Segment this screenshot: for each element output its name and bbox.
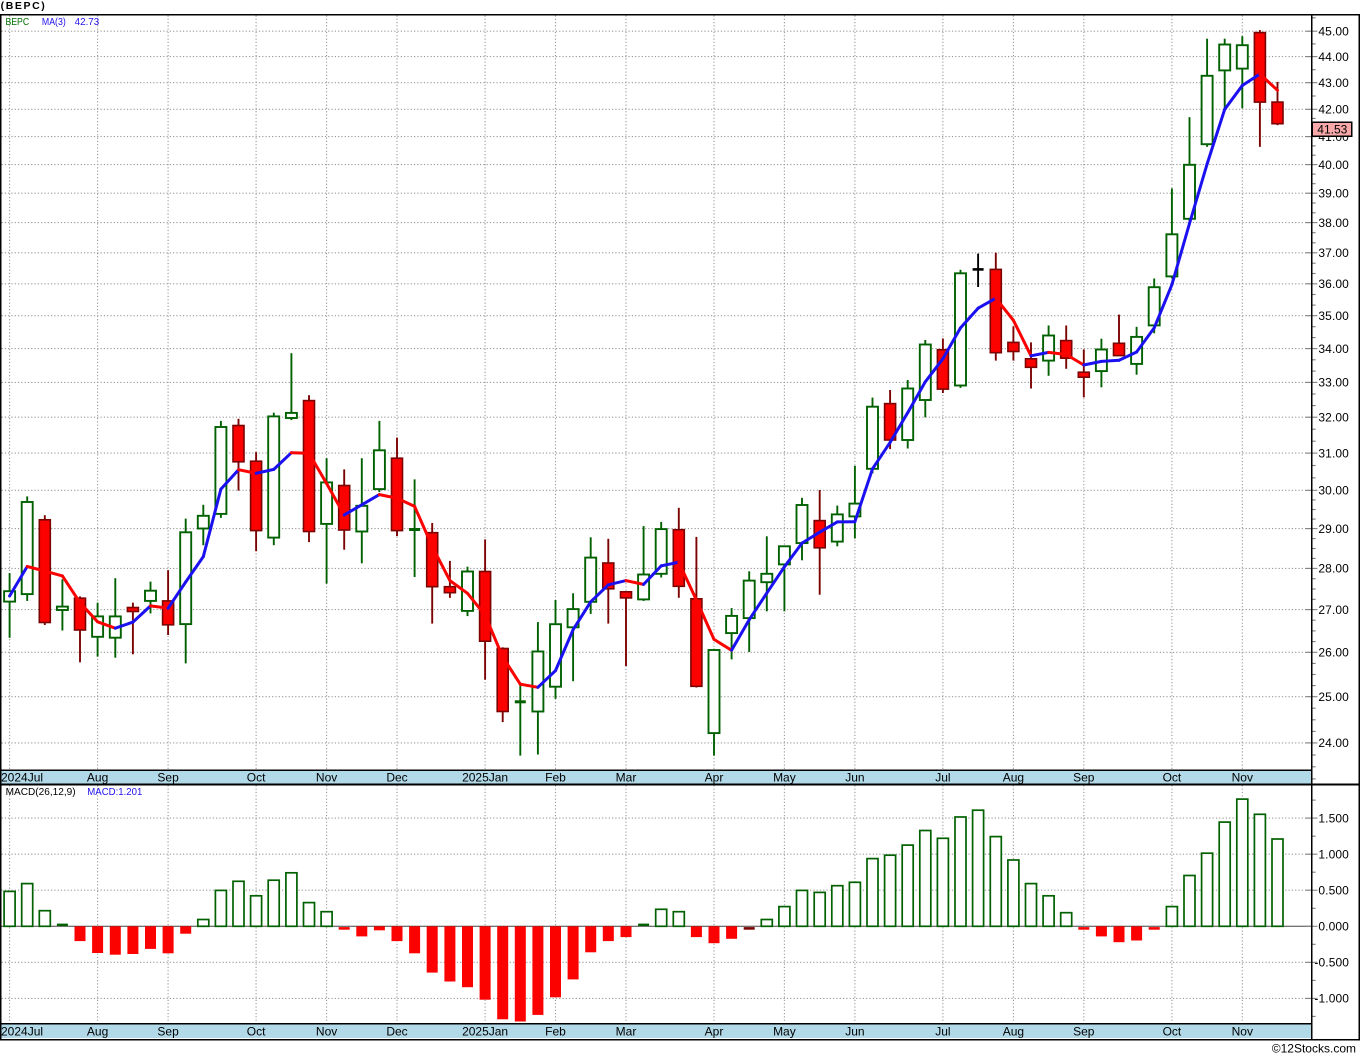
svg-text:33.00: 33.00 (1318, 376, 1349, 390)
svg-text:1.000: 1.000 (1318, 847, 1349, 861)
svg-text:0.500: 0.500 (1318, 884, 1349, 898)
svg-text:Aug: Aug (1003, 770, 1024, 784)
svg-text:BEPC: BEPC (6, 16, 30, 28)
svg-text:MA(3): MA(3) (42, 16, 66, 28)
svg-text:MACD:1.201: MACD:1.201 (87, 786, 142, 798)
svg-text:Jul: Jul (935, 770, 950, 784)
svg-text:Apr: Apr (705, 770, 724, 784)
svg-text:Mar: Mar (616, 770, 637, 784)
svg-text:24.00: 24.00 (1318, 736, 1349, 750)
svg-text:Dec: Dec (386, 1024, 407, 1038)
svg-text:35.00: 35.00 (1318, 309, 1349, 323)
svg-text:Aug: Aug (1003, 1024, 1024, 1038)
svg-text:Aug: Aug (87, 770, 108, 784)
svg-text:-1.000: -1.000 (1314, 992, 1349, 1006)
svg-text:Sep: Sep (1073, 770, 1095, 784)
svg-text:2024Jul: 2024Jul (1, 1024, 43, 1038)
svg-text:MACD(26,12,9): MACD(26,12,9) (6, 786, 76, 798)
svg-text:(BEPC): (BEPC) (1, 0, 47, 12)
svg-text:Jul: Jul (935, 1024, 950, 1038)
svg-text:37.00: 37.00 (1318, 246, 1349, 260)
svg-text:Nov: Nov (1232, 770, 1253, 784)
svg-text:2024Jul: 2024Jul (1, 770, 43, 784)
svg-text:Oct: Oct (1163, 770, 1182, 784)
svg-text:34.00: 34.00 (1318, 342, 1349, 356)
svg-text:May: May (773, 770, 796, 784)
svg-text:1.500: 1.500 (1318, 811, 1349, 825)
svg-text:Nov: Nov (1232, 1024, 1253, 1038)
svg-text:Jun: Jun (845, 770, 864, 784)
svg-text:32.00: 32.00 (1318, 410, 1349, 424)
svg-text:Jun: Jun (845, 1024, 864, 1038)
svg-text:2025Jan: 2025Jan (462, 1024, 508, 1038)
svg-text:28.00: 28.00 (1318, 562, 1349, 576)
svg-text:42.73: 42.73 (75, 16, 100, 28)
svg-text:Feb: Feb (545, 1024, 566, 1038)
svg-text:Sep: Sep (1073, 1024, 1095, 1038)
svg-text:45.00: 45.00 (1318, 24, 1349, 38)
svg-text:42.00: 42.00 (1318, 103, 1349, 117)
svg-text:Sep: Sep (157, 1024, 179, 1038)
svg-text:25.00: 25.00 (1318, 690, 1349, 704)
svg-text:38.00: 38.00 (1318, 216, 1349, 230)
svg-text:43.00: 43.00 (1318, 76, 1349, 90)
svg-text:26.00: 26.00 (1318, 646, 1349, 660)
svg-text:0.000: 0.000 (1318, 920, 1349, 934)
svg-text:Apr: Apr (705, 1024, 724, 1038)
svg-text:Nov: Nov (316, 1024, 337, 1038)
svg-text:Oct: Oct (247, 770, 266, 784)
svg-text:May: May (773, 1024, 796, 1038)
svg-text:27.00: 27.00 (1318, 603, 1349, 617)
svg-text:Aug: Aug (87, 1024, 108, 1038)
svg-text:36.00: 36.00 (1318, 277, 1349, 291)
svg-text:40.00: 40.00 (1318, 158, 1349, 172)
svg-text:Feb: Feb (545, 770, 566, 784)
svg-text:30.00: 30.00 (1318, 484, 1349, 498)
svg-text:Oct: Oct (1163, 1024, 1182, 1038)
svg-text:2025Jan: 2025Jan (462, 770, 508, 784)
svg-text:41.53: 41.53 (1317, 123, 1347, 137)
svg-text:29.00: 29.00 (1318, 522, 1349, 536)
svg-text:Dec: Dec (386, 770, 407, 784)
svg-text:44.00: 44.00 (1318, 50, 1349, 64)
svg-text:31.00: 31.00 (1318, 446, 1349, 460)
svg-text:Nov: Nov (316, 770, 337, 784)
svg-text:Mar: Mar (616, 1024, 637, 1038)
svg-text:©12Stocks.com: ©12Stocks.com (1272, 1042, 1356, 1056)
svg-text:Sep: Sep (157, 770, 179, 784)
svg-text:39.00: 39.00 (1318, 186, 1349, 200)
svg-text:-0.500: -0.500 (1314, 956, 1349, 970)
svg-text:Oct: Oct (247, 1024, 266, 1038)
